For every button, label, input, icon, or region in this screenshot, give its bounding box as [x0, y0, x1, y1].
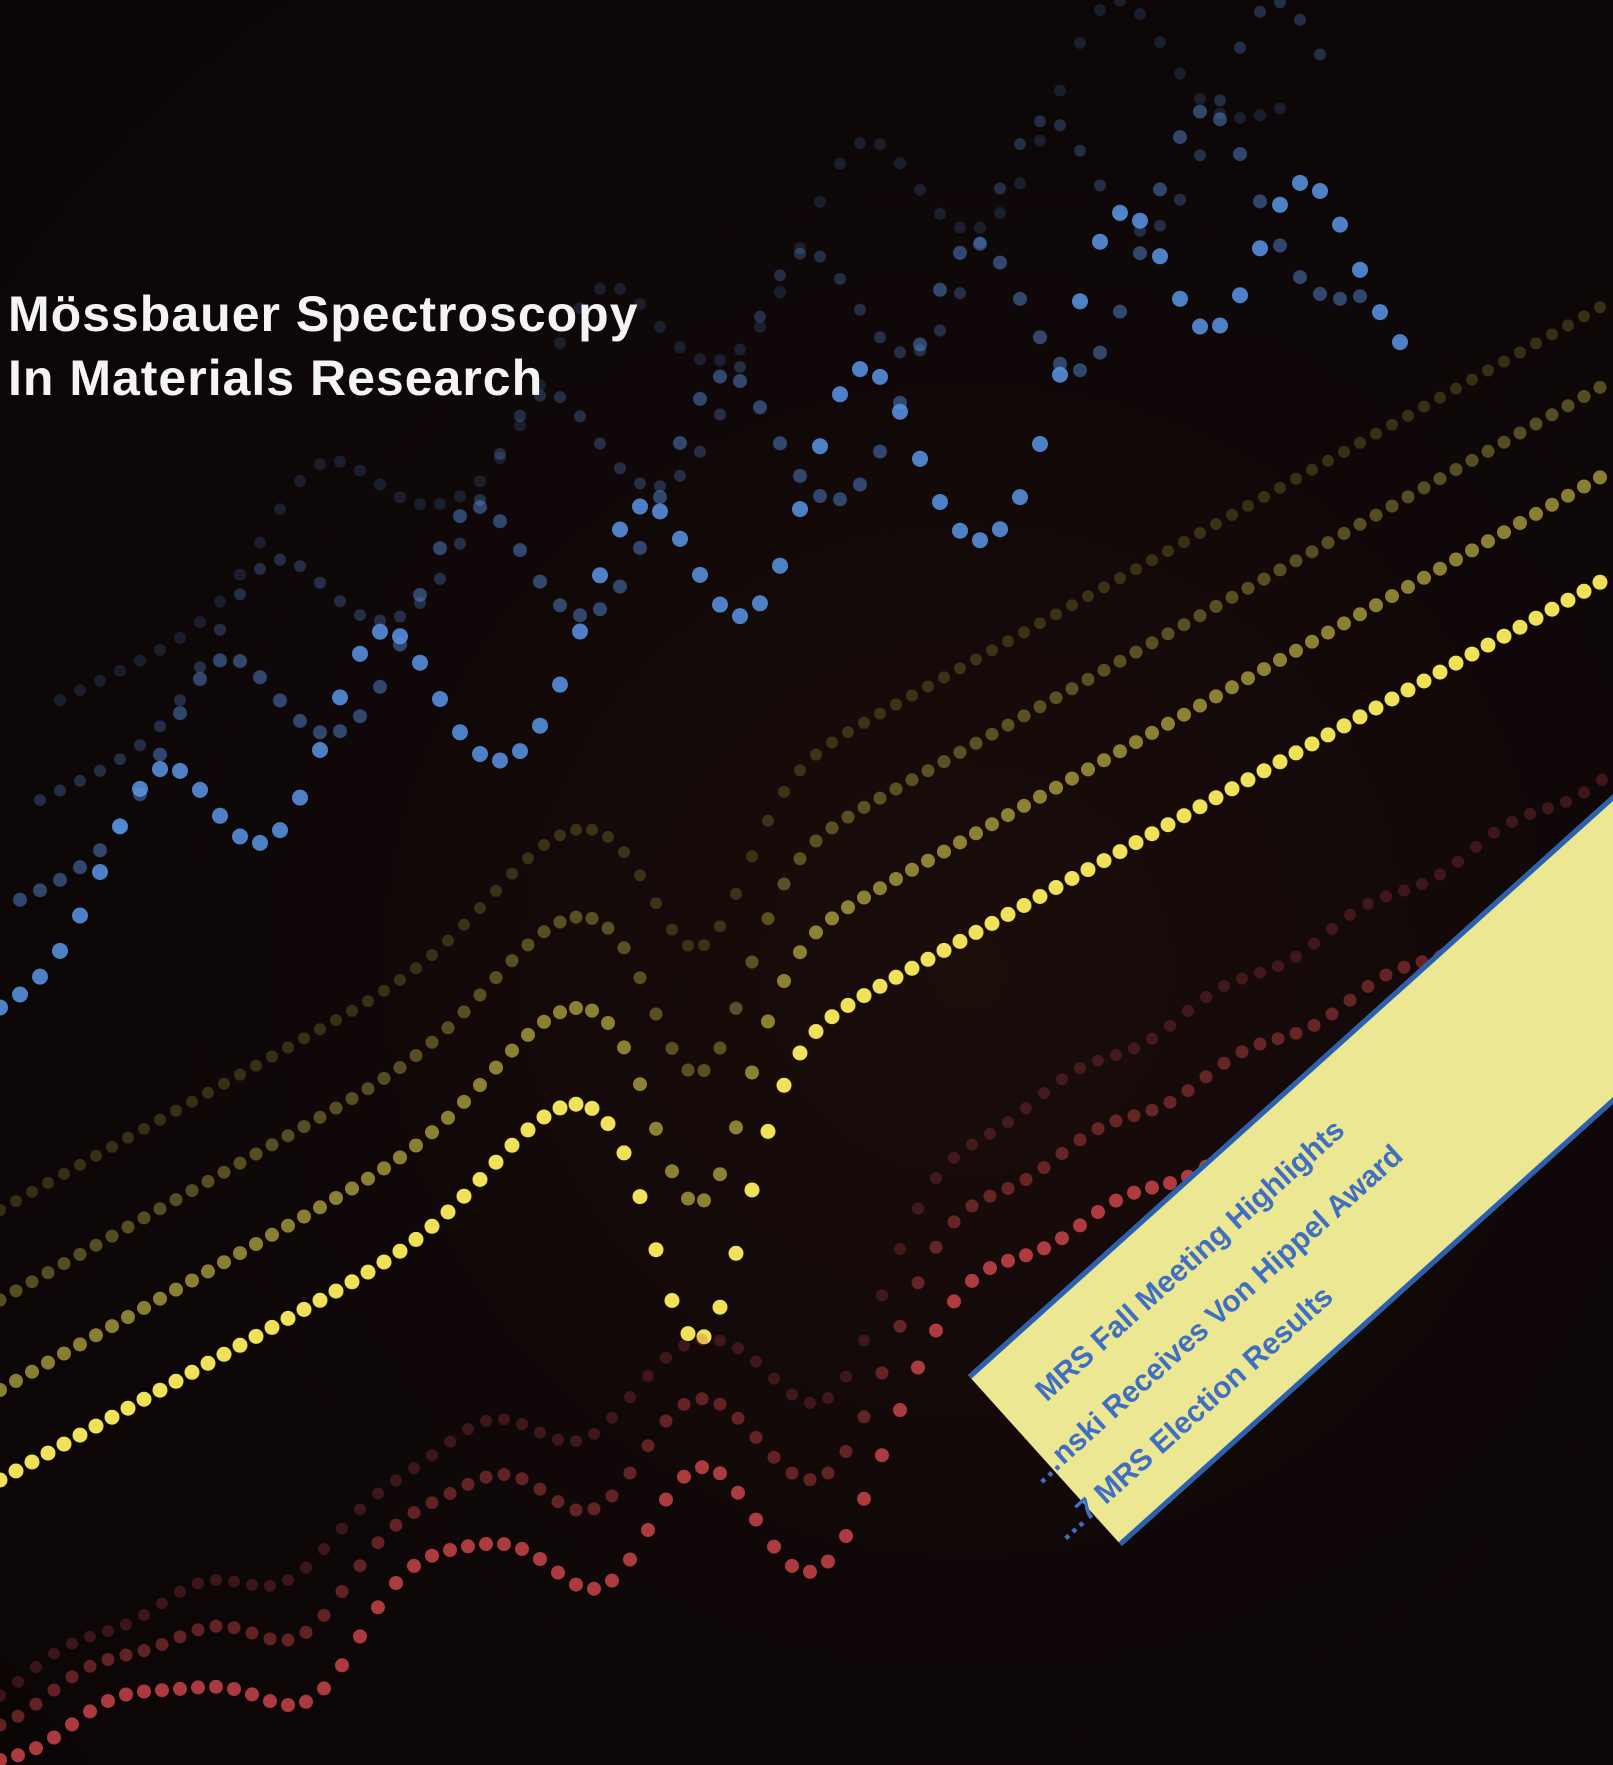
cover-title-line-2: In Materials Research	[8, 350, 544, 406]
cover-title-line-1: Mössbauer Spectroscopy	[8, 286, 639, 342]
cover-title: Mössbauer Spectroscopy In Materials Rese…	[8, 282, 639, 410]
